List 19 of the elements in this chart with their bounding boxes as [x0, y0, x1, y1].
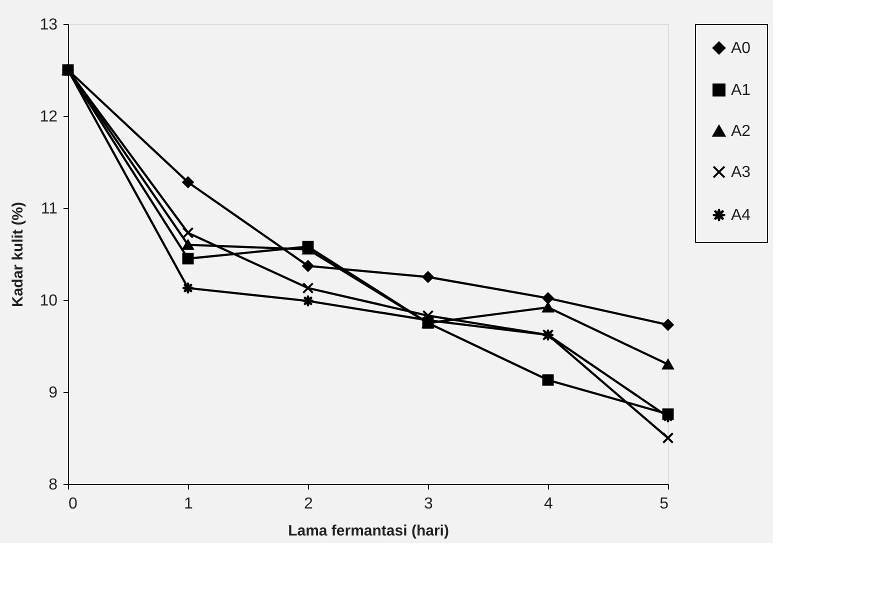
x-tick-label: 3 — [424, 496, 434, 512]
y-tick-label: 8 — [48, 476, 58, 494]
y-axis-title: Kadar kulit (%) — [10, 202, 27, 308]
x-tick-label: 4 — [544, 496, 554, 512]
legend-label: A4 — [731, 207, 751, 224]
y-tick-label: 9 — [48, 384, 58, 402]
y-tick-label: 12 — [40, 108, 58, 126]
y-tick-label: 11 — [40, 200, 58, 218]
x-axis-title: Lama fermantasi (hari) — [288, 522, 449, 540]
x-tick-label: 5 — [660, 496, 669, 512]
x-tick-label: 1 — [184, 496, 194, 512]
x-tick-label: 2 — [304, 496, 314, 512]
legend-label: A3 — [731, 164, 751, 181]
x-tick-label: 0 — [68, 496, 78, 512]
y-tick-label: 13 — [40, 16, 58, 34]
y-tick-label: 10 — [40, 292, 58, 310]
legend-label: A1 — [731, 82, 751, 99]
legend-label: A0 — [731, 40, 751, 57]
legend-label: A2 — [731, 123, 751, 140]
